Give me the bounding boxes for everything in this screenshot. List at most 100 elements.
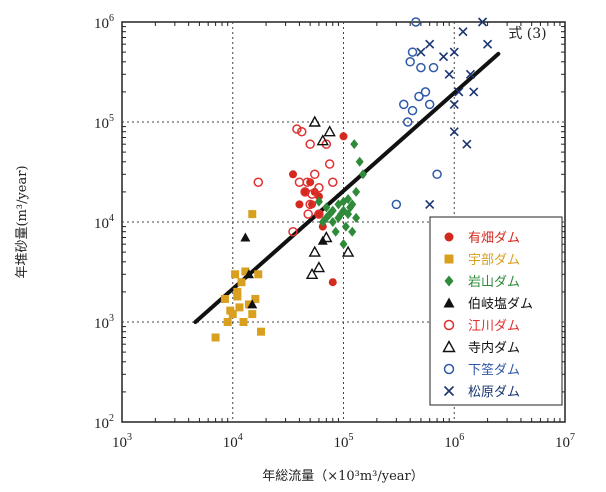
data-point <box>302 177 312 187</box>
cross-stroke <box>477 17 488 27</box>
data-point <box>352 186 361 197</box>
data-point <box>306 178 315 187</box>
legend-label: 江川ダム <box>468 319 520 334</box>
data-point <box>308 115 321 127</box>
y-tick-label: 106 <box>94 13 114 32</box>
data-point <box>292 124 302 134</box>
data-point <box>305 199 315 210</box>
data-point <box>391 199 402 210</box>
data-point <box>289 170 298 179</box>
y-axis-tick-labels: 102 103 104 105 106 <box>94 13 114 432</box>
data-point <box>477 17 488 27</box>
legend-marker <box>443 363 455 375</box>
data-point <box>407 105 418 116</box>
data-point <box>420 87 431 97</box>
cross-stroke <box>462 139 472 149</box>
legend-label: 下筌ダム <box>468 363 520 378</box>
legend-marker <box>443 385 455 397</box>
cross-stroke <box>449 47 459 57</box>
data-point <box>416 47 426 57</box>
data-point <box>449 99 459 109</box>
y-tick-label: 102 <box>94 413 114 432</box>
fit-line-label: 式 (3) <box>508 26 546 42</box>
cross-stroke <box>469 87 479 97</box>
data-point <box>444 69 454 79</box>
data-point <box>341 245 355 257</box>
legend-marker <box>444 232 454 242</box>
legend-label: 寺内ダム <box>468 340 520 356</box>
data-point <box>251 294 260 303</box>
data-point <box>248 310 257 319</box>
data-point <box>305 267 319 279</box>
cross-stroke <box>449 99 459 109</box>
cross-stroke <box>454 87 464 97</box>
data-point <box>309 169 320 180</box>
data-point <box>239 318 248 326</box>
data-point <box>307 189 317 199</box>
data-point <box>414 91 424 102</box>
data-point <box>301 187 310 196</box>
data-point <box>405 57 415 67</box>
data-point <box>465 69 475 79</box>
data-point <box>411 17 421 27</box>
data-point <box>248 210 257 219</box>
data-point <box>402 117 413 127</box>
y-tick-label: 105 <box>94 113 114 132</box>
data-points <box>211 17 493 342</box>
cross-stroke <box>449 127 459 137</box>
data-point <box>253 177 264 187</box>
data-point <box>359 169 368 180</box>
cross-stroke <box>438 52 449 62</box>
data-point <box>348 226 357 237</box>
data-point <box>297 126 307 137</box>
data-point <box>226 306 235 315</box>
data-point <box>428 62 439 73</box>
y-tick-label: 103 <box>94 313 114 332</box>
data-point <box>312 261 326 273</box>
data-point <box>305 139 315 149</box>
data-point <box>344 209 353 220</box>
legend-label: 岩山ダム <box>468 275 520 290</box>
data-point <box>339 132 348 141</box>
data-point <box>235 303 244 312</box>
data-point <box>352 212 361 223</box>
x-tick-label: 107 <box>555 432 575 451</box>
data-point <box>316 134 329 146</box>
data-point <box>458 27 468 37</box>
data-point <box>341 221 350 232</box>
data-point <box>438 52 449 62</box>
data-point <box>328 177 338 187</box>
data-point <box>425 39 435 49</box>
data-point <box>223 318 232 326</box>
x-tick-label: 104 <box>223 432 243 451</box>
data-point <box>211 333 220 342</box>
data-point <box>449 127 459 137</box>
data-point <box>237 278 246 287</box>
data-point <box>233 292 242 301</box>
data-point <box>483 39 493 49</box>
data-point <box>220 294 229 303</box>
data-point <box>322 202 331 213</box>
data-point <box>288 226 298 237</box>
y-tick-label: 104 <box>94 213 114 232</box>
data-point <box>328 278 337 287</box>
x-tick-label: 103 <box>112 432 132 451</box>
data-point <box>449 47 459 57</box>
data-point <box>314 196 323 207</box>
data-point <box>241 267 250 276</box>
legend-marker <box>442 340 456 353</box>
data-point <box>323 125 336 137</box>
data-point <box>432 169 442 180</box>
data-point <box>295 200 304 209</box>
data-point <box>254 270 263 279</box>
data-point <box>244 300 253 309</box>
cross-stroke <box>425 199 435 209</box>
cross-stroke <box>465 69 475 79</box>
legend-marker <box>444 254 454 264</box>
x-tick-label: 106 <box>444 432 464 451</box>
data-point <box>462 139 472 149</box>
y-axis-label: 年堆砂量(m³/year) <box>15 165 30 278</box>
data-point <box>314 183 324 193</box>
